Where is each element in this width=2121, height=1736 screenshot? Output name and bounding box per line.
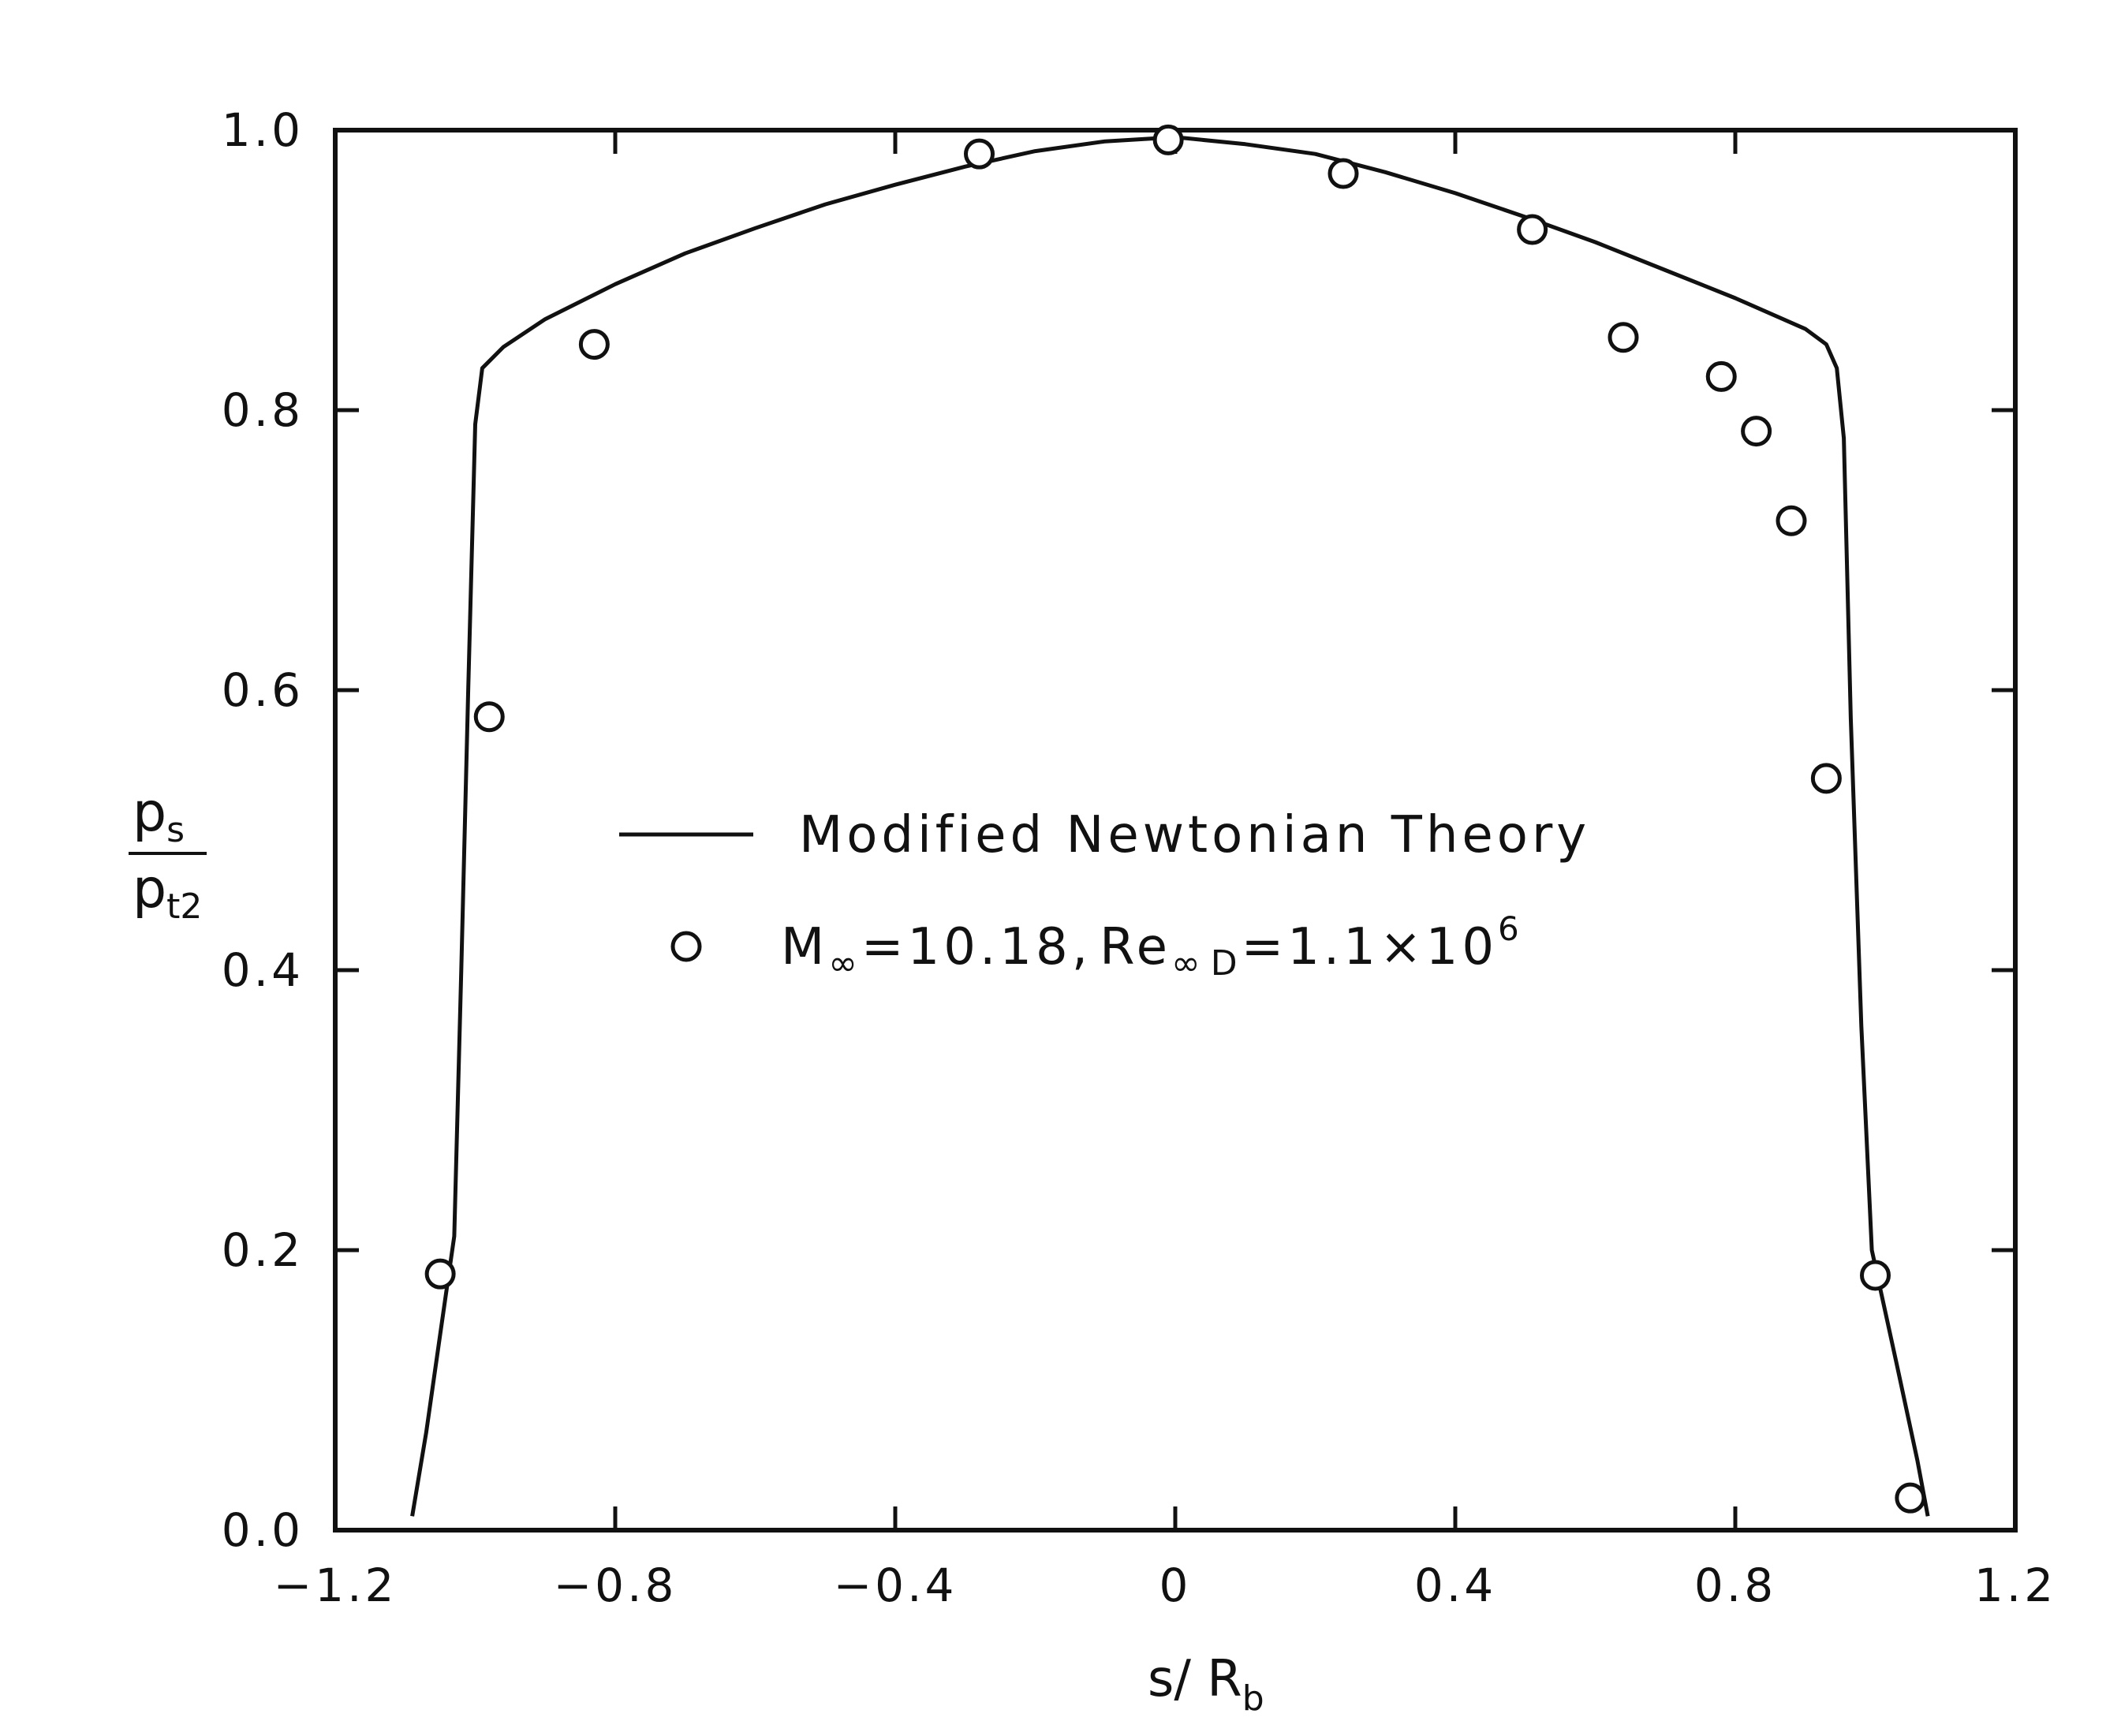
legend-line-label: Modified Newtonian Theory bbox=[799, 806, 1590, 864]
data-point bbox=[1860, 1260, 1891, 1291]
y-tick-label: 1.0 bbox=[222, 103, 304, 157]
data-point bbox=[1776, 505, 1807, 536]
x-tick-label: −0.8 bbox=[554, 1559, 678, 1612]
x-tick-label: 0 bbox=[1159, 1559, 1192, 1612]
legend-marker-label: M∞=10.18, Re∞ D=1.1×106 bbox=[781, 909, 1523, 984]
y-tick-label: 0.2 bbox=[222, 1223, 304, 1277]
x-tick-labels: −1.2 −0.8 −0.4 0 0.4 0.8 1.2 bbox=[274, 1559, 2056, 1612]
data-point bbox=[1152, 124, 1184, 155]
y-tick-label: 0.8 bbox=[222, 383, 304, 437]
x-tick-label: 0.8 bbox=[1694, 1559, 1776, 1612]
x-tick-label: −1.2 bbox=[274, 1559, 398, 1612]
data-point bbox=[1608, 322, 1639, 353]
data-point bbox=[1810, 763, 1842, 794]
data-point bbox=[1705, 360, 1737, 392]
x-axis-label: s/ Rb bbox=[1148, 1650, 1264, 1719]
x-tick-label: 1.2 bbox=[1974, 1559, 2056, 1612]
data-point bbox=[473, 701, 505, 733]
y-label-denominator: pt2 bbox=[133, 858, 202, 927]
data-point bbox=[1327, 158, 1359, 189]
legend: Modified Newtonian Theory M∞=10.18, Re∞ D=… bbox=[619, 806, 1590, 984]
x-tick-label: −0.4 bbox=[834, 1559, 958, 1612]
y-tick-label: 0.0 bbox=[222, 1503, 304, 1557]
data-point bbox=[964, 138, 995, 170]
y-tick-labels: 0.0 0.2 0.4 0.6 0.8 1.0 bbox=[222, 103, 304, 1557]
data-point bbox=[424, 1258, 456, 1290]
experimental-points-series bbox=[424, 124, 1926, 1514]
x-tick-label: 0.4 bbox=[1414, 1559, 1496, 1612]
data-point bbox=[1517, 214, 1548, 245]
data-point bbox=[1895, 1482, 1926, 1514]
legend-marker-swatch bbox=[670, 931, 702, 962]
y-axis-label: ps pt2 bbox=[129, 782, 207, 927]
tick-marks bbox=[333, 128, 2018, 1533]
y-tick-label: 0.4 bbox=[222, 943, 304, 997]
y-tick-label: 0.6 bbox=[222, 663, 304, 717]
data-point bbox=[578, 329, 610, 360]
y-label-numerator: ps bbox=[133, 782, 185, 850]
data-point bbox=[1741, 416, 1772, 447]
